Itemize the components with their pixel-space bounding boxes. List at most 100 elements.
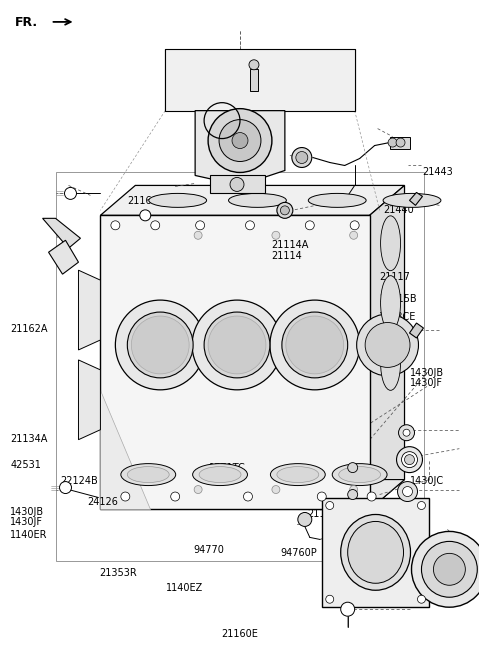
Circle shape	[171, 492, 180, 501]
Circle shape	[151, 221, 160, 230]
Polygon shape	[322, 497, 430, 607]
Ellipse shape	[204, 312, 270, 378]
Circle shape	[348, 463, 358, 473]
Text: 21114A: 21114A	[271, 240, 309, 250]
Circle shape	[60, 481, 72, 493]
Circle shape	[232, 132, 248, 148]
Ellipse shape	[282, 312, 348, 378]
Circle shape	[403, 487, 412, 497]
Circle shape	[405, 455, 415, 465]
Circle shape	[298, 513, 312, 527]
Ellipse shape	[286, 316, 344, 374]
Polygon shape	[100, 186, 405, 215]
Text: 1140ER: 1140ER	[10, 531, 48, 541]
Text: 21162A: 21162A	[10, 323, 48, 334]
Text: 22124B: 22124B	[60, 476, 98, 486]
Text: 21160: 21160	[128, 196, 158, 206]
Circle shape	[230, 178, 244, 192]
Text: 21115B: 21115B	[379, 294, 417, 304]
Ellipse shape	[381, 335, 400, 390]
Ellipse shape	[348, 521, 404, 583]
Ellipse shape	[381, 216, 400, 271]
Circle shape	[277, 202, 293, 218]
Circle shape	[317, 492, 326, 501]
Bar	[250, 68, 258, 90]
Ellipse shape	[228, 194, 287, 207]
Text: 21160E: 21160E	[222, 629, 258, 639]
Circle shape	[418, 501, 425, 509]
Circle shape	[208, 108, 272, 172]
Circle shape	[348, 489, 358, 499]
Circle shape	[219, 120, 261, 162]
Ellipse shape	[357, 314, 419, 376]
Text: 1430JF: 1430JF	[410, 378, 443, 388]
Bar	[390, 136, 409, 148]
Ellipse shape	[192, 300, 282, 390]
Ellipse shape	[308, 194, 366, 207]
Ellipse shape	[127, 312, 193, 378]
Ellipse shape	[332, 464, 387, 485]
Bar	[56, 172, 424, 561]
Circle shape	[140, 210, 151, 221]
Polygon shape	[370, 186, 405, 509]
Polygon shape	[409, 323, 423, 338]
Text: 1571TC: 1571TC	[209, 463, 246, 473]
Circle shape	[121, 492, 130, 501]
Polygon shape	[100, 390, 150, 509]
Circle shape	[111, 221, 120, 230]
Polygon shape	[48, 240, 78, 274]
Text: 21117: 21117	[379, 272, 409, 282]
Circle shape	[272, 485, 280, 493]
Text: 1430JB: 1430JB	[410, 368, 444, 378]
Ellipse shape	[277, 467, 319, 483]
Text: 1433CE: 1433CE	[379, 313, 416, 323]
Circle shape	[245, 221, 254, 230]
Circle shape	[326, 501, 334, 509]
Ellipse shape	[132, 316, 189, 374]
Text: 21134A: 21134A	[10, 434, 48, 444]
Text: 1140EZ: 1140EZ	[166, 583, 203, 593]
Text: 94770: 94770	[193, 545, 224, 555]
Ellipse shape	[192, 464, 248, 485]
Circle shape	[243, 492, 252, 501]
Polygon shape	[195, 110, 285, 186]
Ellipse shape	[341, 515, 410, 591]
Ellipse shape	[199, 467, 241, 483]
Circle shape	[367, 492, 376, 501]
Text: 1430JC: 1430JC	[410, 476, 444, 486]
Text: 1430JB: 1430JB	[10, 507, 44, 517]
Polygon shape	[210, 176, 265, 194]
Ellipse shape	[121, 464, 176, 485]
Ellipse shape	[339, 467, 381, 483]
Ellipse shape	[383, 194, 441, 207]
Text: 21114: 21114	[271, 251, 302, 261]
Text: 1014CL: 1014CL	[298, 67, 334, 77]
Circle shape	[296, 152, 308, 164]
Circle shape	[350, 221, 359, 230]
Circle shape	[396, 138, 405, 147]
Polygon shape	[78, 270, 100, 350]
Polygon shape	[100, 479, 405, 509]
Circle shape	[421, 541, 477, 597]
Text: 42531: 42531	[10, 460, 41, 470]
Ellipse shape	[396, 447, 422, 473]
Circle shape	[403, 429, 410, 436]
Text: 94760P: 94760P	[281, 549, 317, 559]
Ellipse shape	[381, 276, 400, 331]
Circle shape	[280, 206, 289, 215]
Bar	[165, 49, 355, 110]
Circle shape	[326, 595, 334, 603]
Text: 24126: 24126	[87, 497, 118, 507]
Text: 1430JF: 1430JF	[10, 517, 43, 527]
Circle shape	[397, 481, 418, 501]
Ellipse shape	[149, 194, 206, 207]
Ellipse shape	[270, 300, 360, 390]
Circle shape	[388, 138, 397, 147]
Text: 21443: 21443	[422, 167, 453, 177]
Circle shape	[398, 425, 415, 441]
Circle shape	[272, 231, 280, 239]
Ellipse shape	[270, 464, 325, 485]
Text: 21440: 21440	[384, 205, 414, 215]
Text: FR.: FR.	[15, 16, 38, 29]
Circle shape	[305, 221, 314, 230]
